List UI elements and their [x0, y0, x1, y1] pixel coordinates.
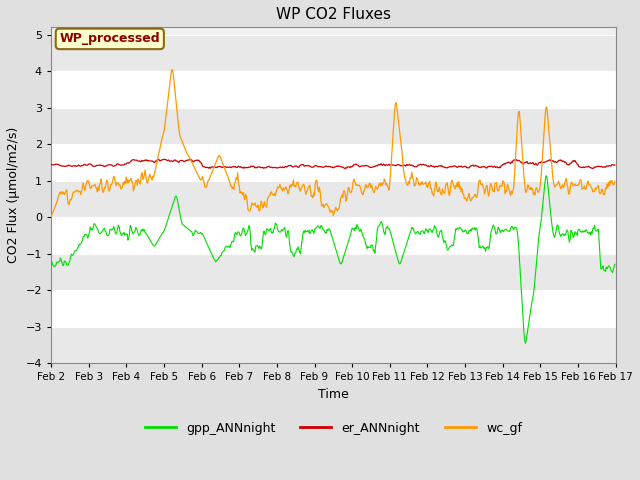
Bar: [51, 290, 616, 327]
Title: WP CO2 Fluxes: WP CO2 Fluxes: [276, 7, 391, 22]
Bar: [51, 254, 616, 290]
Text: WP_processed: WP_processed: [60, 32, 160, 46]
Bar: [51, 327, 616, 363]
Bar: [51, 35, 616, 71]
Bar: [51, 180, 616, 217]
Legend: gpp_ANNnight, er_ANNnight, wc_gf: gpp_ANNnight, er_ANNnight, wc_gf: [140, 417, 527, 440]
Bar: [51, 108, 616, 144]
Y-axis label: CO2 Flux (μmol/m2/s): CO2 Flux (μmol/m2/s): [7, 127, 20, 264]
Bar: [51, 217, 616, 254]
X-axis label: Time: Time: [318, 388, 349, 401]
Bar: [51, 71, 616, 108]
Bar: [51, 144, 616, 180]
